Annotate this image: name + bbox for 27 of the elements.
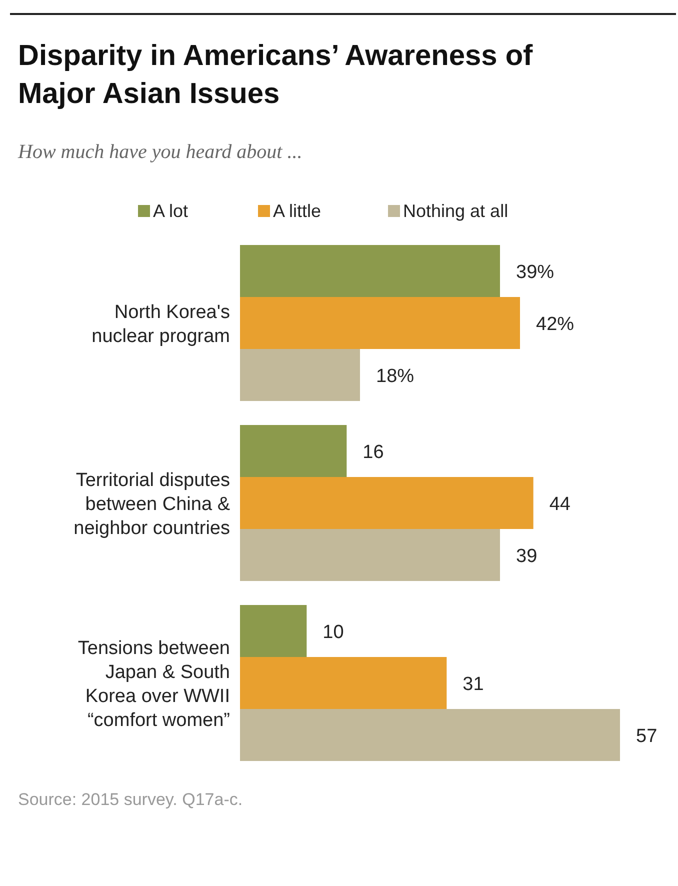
bar [240,425,347,477]
data-label: 42% [536,314,574,335]
bar [240,477,534,529]
data-label: 18% [376,366,414,387]
chart-title: Disparity in Americans’ Awareness of Major Asian Issues [18,40,534,110]
legend-label: A little [273,201,322,221]
bar [240,349,360,401]
data-label: 16 [362,442,384,463]
bar [240,605,307,657]
legend-label: Nothing at all [403,201,508,221]
y-tick-label: Tensions between Japan & South Korea over WWII “comfort women” [78,638,230,731]
data-label: 31 [462,674,484,695]
y-tick-label: Territorial disputes between China & neighbor countries [74,470,230,539]
data-label: 39% [516,262,554,283]
bar [240,709,620,761]
chart-subtitle: How much have you heard about ... [17,141,302,163]
data-label: 10 [322,622,344,643]
bar [240,657,447,709]
source-note: Source: 2015 survey. Q17a-c. [18,790,243,809]
data-label: 39 [516,546,538,567]
y-tick-label: North Korea's nuclear program [92,302,230,347]
data-label: 57 [636,726,658,747]
bar [240,245,500,297]
bar [240,529,500,581]
bar [240,297,520,349]
legend-label: A lot [153,201,188,221]
data-label: 44 [549,494,571,515]
